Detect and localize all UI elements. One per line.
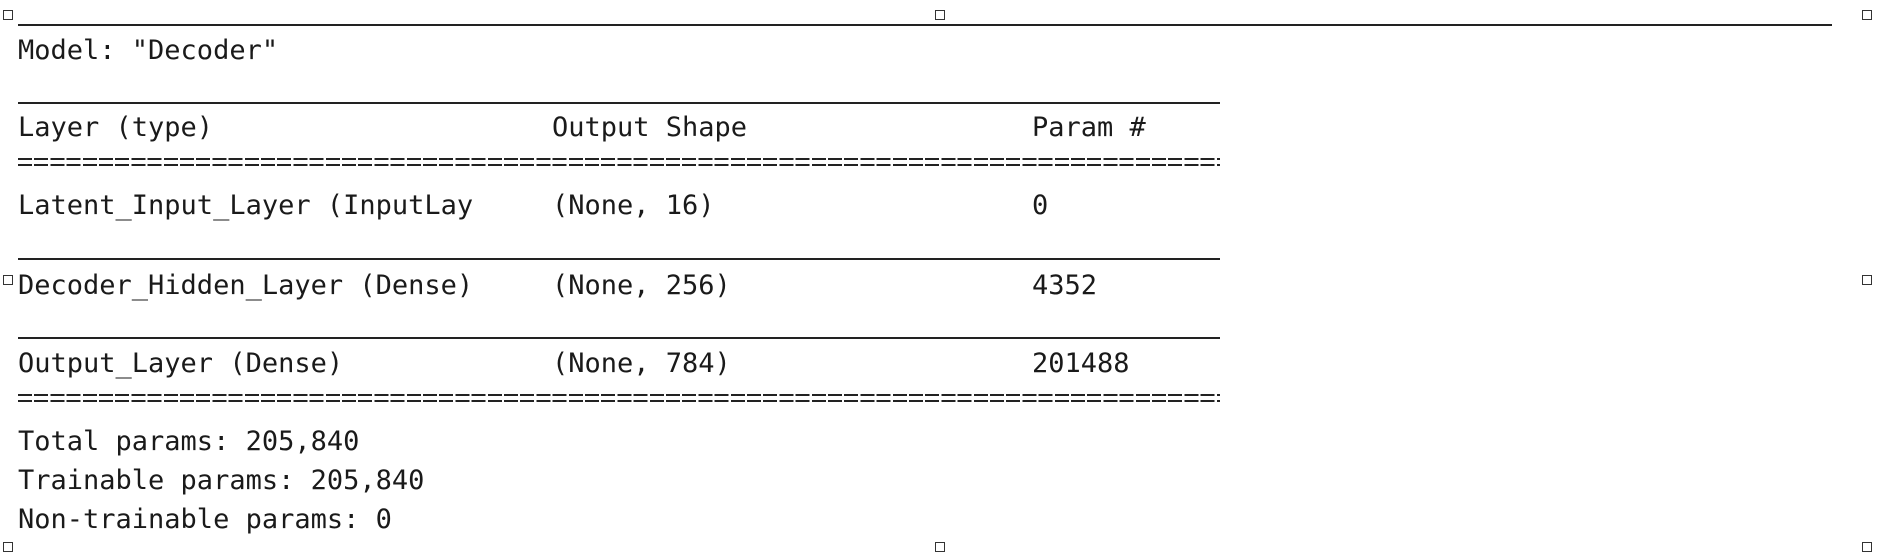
total-params: Total params: 205,840 — [18, 426, 360, 457]
model-title: Model: "Decoder" — [18, 35, 279, 66]
layer-param-count: 201488 — [1032, 348, 1130, 379]
resize-handle-bottom-left[interactable] — [3, 542, 13, 552]
footer-double-rule — [18, 394, 1220, 404]
header-output-shape: Output Shape — [552, 112, 748, 143]
header-param-count: Param # — [1032, 112, 1146, 143]
resize-handle-top-right[interactable] — [1862, 10, 1872, 20]
resize-handle-top-center[interactable] — [935, 10, 945, 20]
selection-frame-top-border — [18, 24, 1832, 26]
row-separator-rule — [18, 258, 1220, 260]
resize-handle-bottom-right[interactable] — [1862, 542, 1872, 552]
resize-handle-middle-right[interactable] — [1862, 275, 1872, 285]
layer-output-shape: (None, 784) — [552, 348, 731, 379]
layer-name: Decoder_Hidden_Layer (Dense) — [18, 270, 474, 301]
resize-handle-middle-left[interactable] — [3, 275, 13, 285]
row-separator-rule — [18, 337, 1220, 339]
resize-handle-bottom-center[interactable] — [935, 542, 945, 552]
trainable-params: Trainable params: 205,840 — [18, 465, 425, 496]
resize-handle-top-left[interactable] — [3, 10, 13, 20]
header-top-rule — [18, 102, 1220, 104]
layer-param-count: 0 — [1032, 190, 1049, 221]
layer-name: Output_Layer (Dense) — [18, 348, 344, 379]
header-layer-type: Layer (type) — [18, 112, 214, 143]
layer-output-shape: (None, 16) — [552, 190, 715, 221]
non-trainable-params: Non-trainable params: 0 — [18, 504, 392, 535]
header-double-rule — [18, 158, 1220, 168]
layer-name: Latent_Input_Layer (InputLay — [18, 190, 474, 221]
layer-param-count: 4352 — [1032, 270, 1098, 301]
layer-output-shape: (None, 256) — [552, 270, 731, 301]
